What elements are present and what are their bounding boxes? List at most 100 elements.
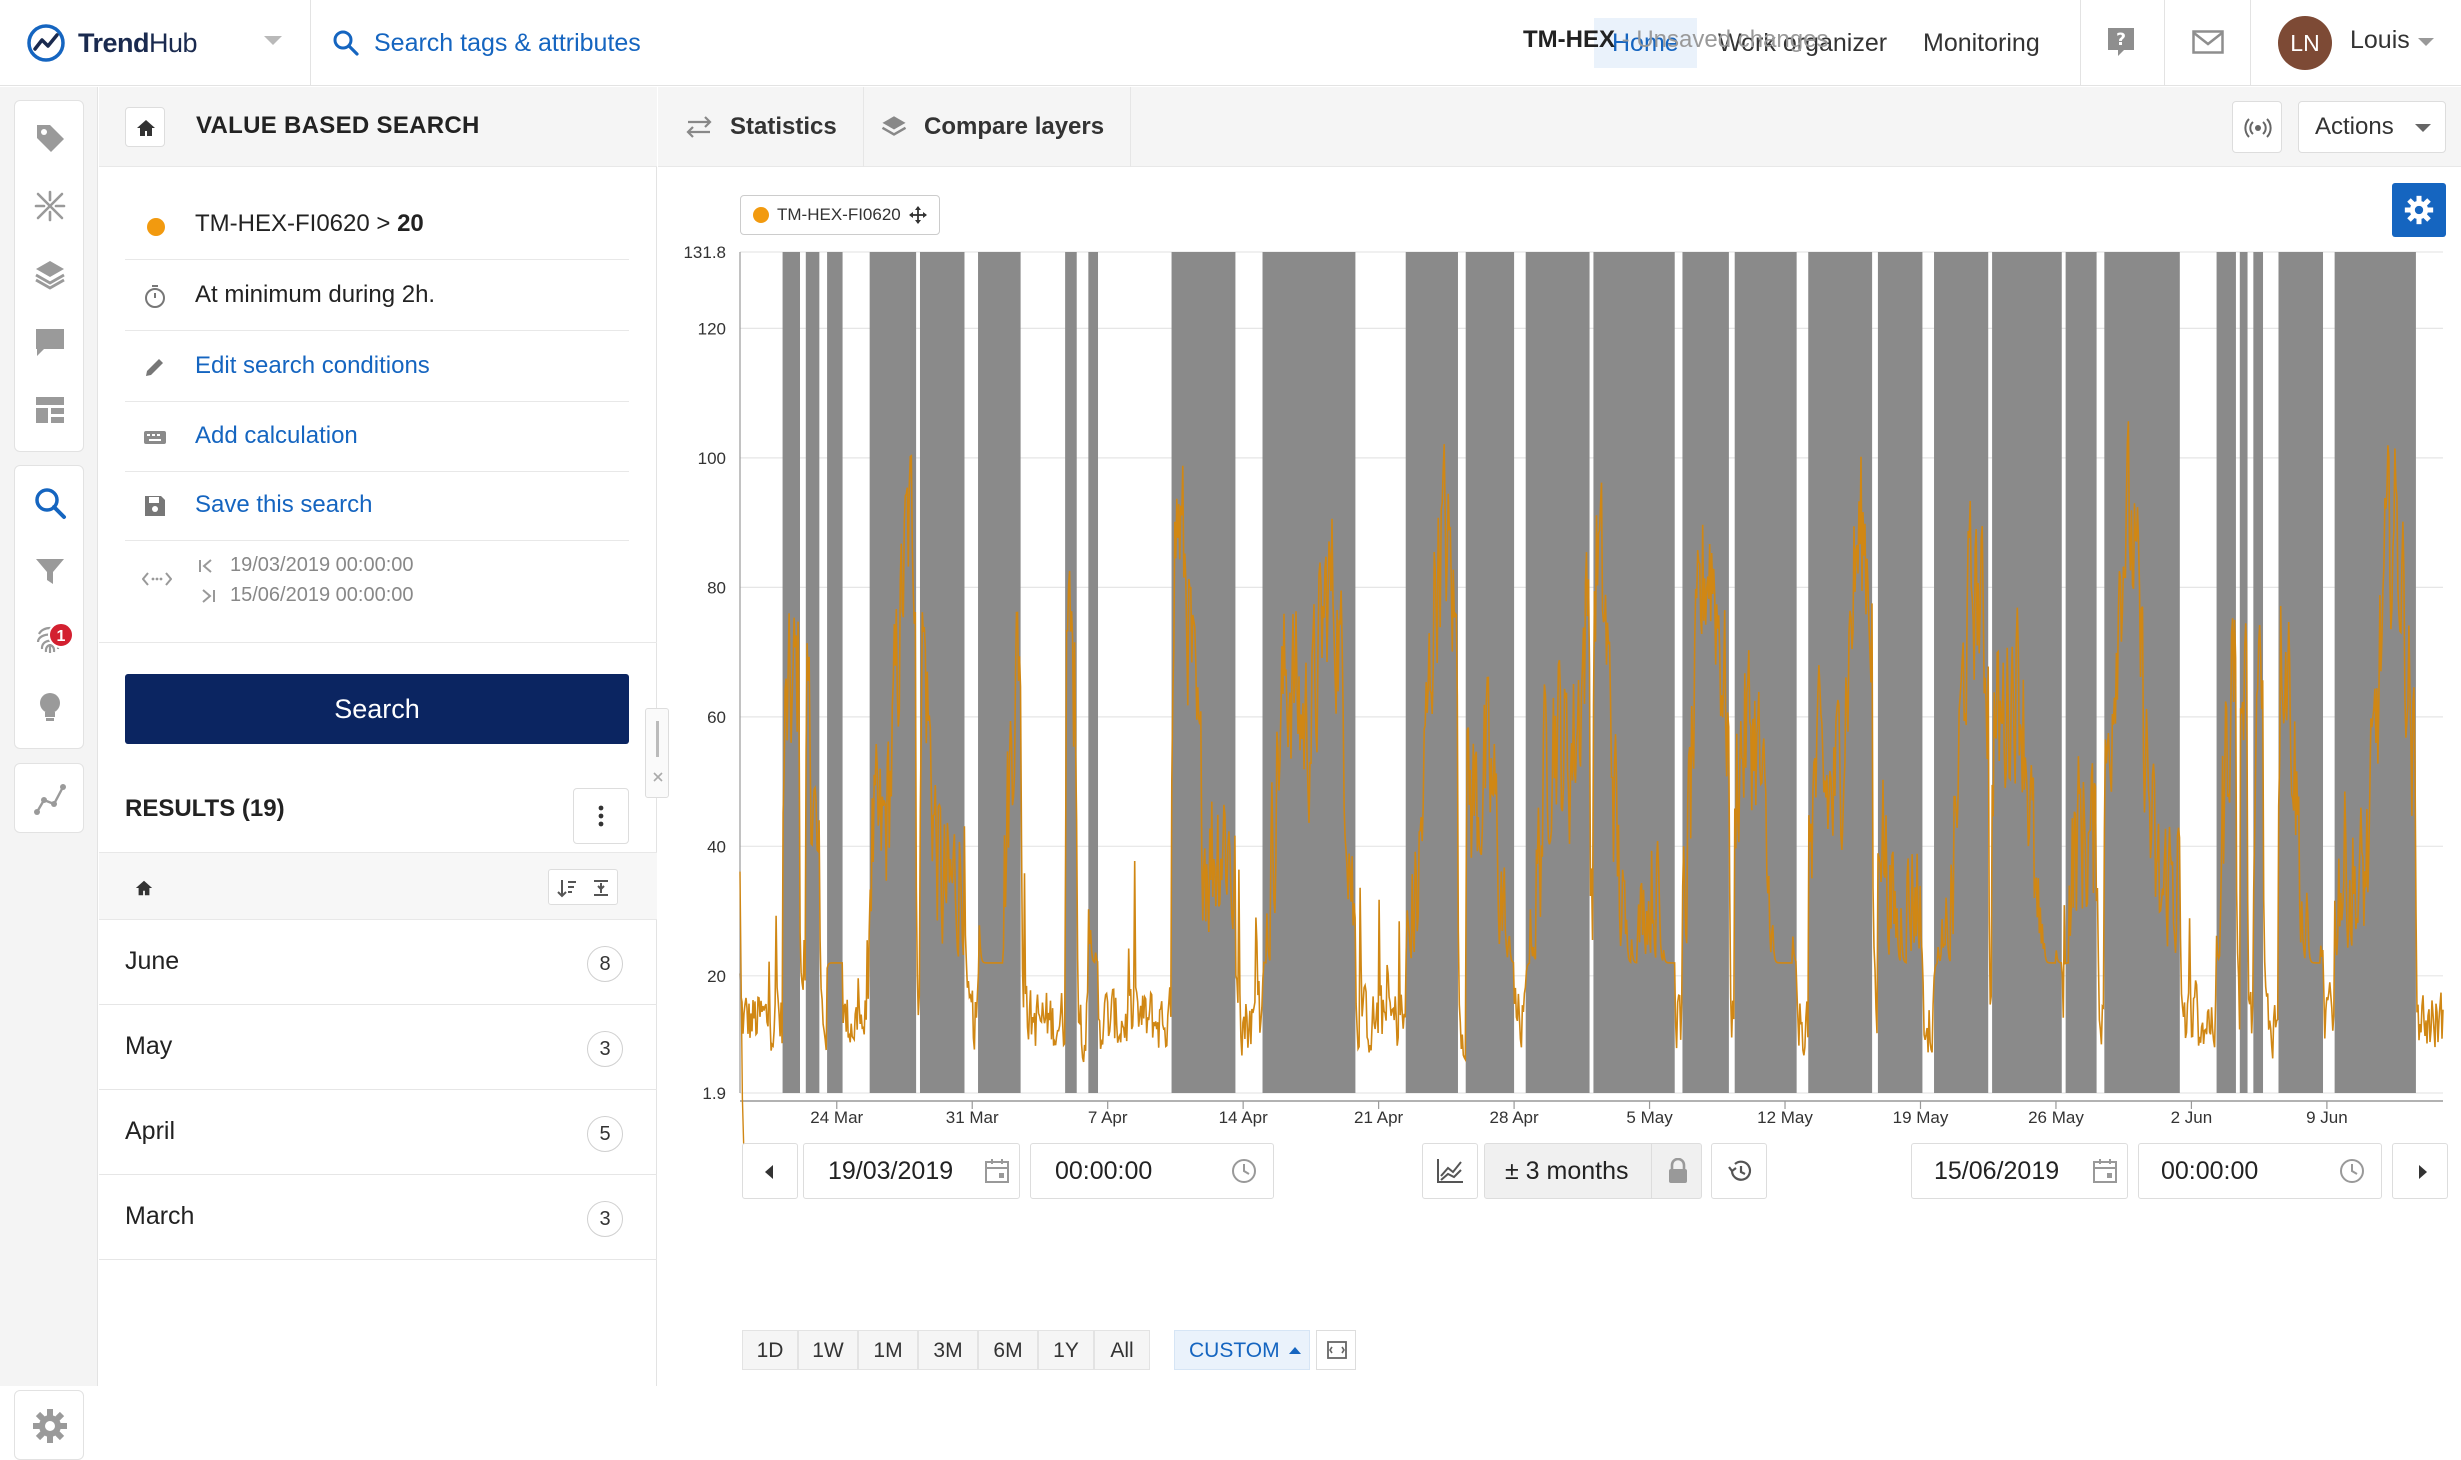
zoom-3m-button[interactable]: 3M xyxy=(918,1330,978,1370)
search-result-period xyxy=(1734,252,1797,1093)
layers-icon[interactable] xyxy=(33,257,67,291)
panel-home-button[interactable] xyxy=(125,107,165,147)
trend-chart[interactable]: 131.8 120 100 80 60 40 20 1.9 24 Mar 31 Mar 7 Apr 1… xyxy=(658,230,2461,1150)
add-calculation-link[interactable]: Add calculation xyxy=(125,402,629,472)
statistics-button[interactable]: Statistics xyxy=(658,87,864,167)
panel-title: VALUE BASED SEARCH xyxy=(196,112,480,139)
rail-group-search xyxy=(14,465,84,749)
settings-button[interactable] xyxy=(14,1390,84,1460)
keyboard-icon xyxy=(144,431,166,444)
zoom-custom-dropdown[interactable]: CUSTOM xyxy=(1174,1330,1310,1370)
chevron-down-icon xyxy=(2415,124,2431,132)
layers-icon xyxy=(881,116,907,136)
swap-arrows-icon xyxy=(686,116,712,138)
previous-period-button[interactable] xyxy=(742,1143,798,1199)
calendar-icon[interactable] xyxy=(984,1158,1010,1184)
save-search-link[interactable]: Save this search xyxy=(125,471,629,541)
zoom-fit-button[interactable] xyxy=(1316,1330,1356,1370)
clock-icon[interactable] xyxy=(2339,1158,2365,1184)
results-menu-button[interactable] xyxy=(573,788,629,844)
tag-icon[interactable] xyxy=(33,121,67,155)
x-tick-label: 31 Mar xyxy=(946,1108,999,1127)
search-condition[interactable]: TM-HEX-FI0620 > 20 xyxy=(125,190,629,260)
zoom-1y-button[interactable]: 1Y xyxy=(1038,1330,1094,1370)
gear-icon xyxy=(2404,195,2434,225)
user-name[interactable]: Louis xyxy=(2350,26,2410,54)
start-date-input[interactable]: 19/03/2019 xyxy=(803,1143,1020,1199)
range-start-icon xyxy=(199,559,212,573)
nav-work-organizer[interactable]: Work organizer xyxy=(1718,29,1888,57)
legend-chip[interactable]: TM-HEX-FI0620 xyxy=(740,195,940,235)
compare-layers-label: Compare layers xyxy=(924,113,1105,140)
logo-icon xyxy=(27,24,65,62)
zoom-6m-button[interactable]: 6M xyxy=(978,1330,1038,1370)
move-icon[interactable] xyxy=(908,206,927,224)
next-period-button[interactable] xyxy=(2392,1143,2448,1199)
lock-icon[interactable] xyxy=(1667,1158,1689,1184)
nav-home[interactable]: Home xyxy=(1594,18,1697,68)
clock-icon[interactable] xyxy=(1231,1158,1257,1184)
zoom-1w-button[interactable]: 1W xyxy=(798,1330,858,1370)
history-button[interactable] xyxy=(1711,1143,1767,1199)
end-date-value: 15/06/2019 xyxy=(1934,1157,2060,1185)
x-tick-label: 9 Jun xyxy=(2306,1108,2348,1127)
x-tick-label: 7 Apr xyxy=(1088,1108,1128,1127)
result-group-april[interactable]: April 5 xyxy=(99,1091,657,1175)
chart-type-button[interactable] xyxy=(1422,1143,1478,1199)
value-search-icon[interactable] xyxy=(33,486,67,520)
search-button[interactable]: Search xyxy=(125,674,629,744)
panel-resize-handle[interactable] xyxy=(645,708,669,798)
sort-icon[interactable] xyxy=(557,878,577,898)
zoom-all-button[interactable]: All xyxy=(1094,1330,1150,1370)
correlation-icon[interactable] xyxy=(33,189,67,223)
app-switcher-caret-icon[interactable] xyxy=(264,36,282,45)
result-count-badge: 3 xyxy=(587,1201,623,1237)
help-icon[interactable]: ? xyxy=(2106,26,2136,58)
range-end-icon xyxy=(202,589,215,603)
zoom-1m-button[interactable]: 1M xyxy=(858,1330,918,1370)
range-selector[interactable]: ± 3 months xyxy=(1484,1143,1702,1199)
comment-icon[interactable] xyxy=(33,325,67,359)
collapse-all-icon[interactable] xyxy=(591,878,611,898)
bulb-icon[interactable] xyxy=(33,690,67,724)
duration-condition[interactable]: At minimum during 2h. xyxy=(125,261,629,331)
nav-monitoring[interactable]: Monitoring xyxy=(1923,29,2040,57)
app-logo[interactable]: TrendHub xyxy=(26,20,198,66)
search-time-range[interactable]: 19/03/2019 00:00:00 15/06/2019 00:00:00 xyxy=(125,540,629,630)
divider xyxy=(99,642,657,643)
divider xyxy=(2080,0,2081,86)
line-chart-icon xyxy=(1437,1159,1463,1183)
scatter-analysis-icon[interactable] xyxy=(33,782,67,816)
search-result-period xyxy=(1808,252,1873,1093)
x-tick-label: 2 Jun xyxy=(2171,1108,2213,1127)
condition-text: TM-HEX-FI0620 > 20 xyxy=(195,210,424,237)
dashboard-icon[interactable] xyxy=(33,393,67,427)
user-menu-caret-icon[interactable] xyxy=(2418,38,2434,46)
result-group-march[interactable]: March 3 xyxy=(99,1176,657,1260)
save-search-label: Save this search xyxy=(195,491,373,518)
mail-icon[interactable] xyxy=(2192,30,2224,54)
chart-settings-button[interactable] xyxy=(2392,183,2446,237)
zoom-1d-button[interactable]: 1D xyxy=(742,1330,798,1370)
avatar[interactable]: LN xyxy=(2278,16,2332,70)
result-group-june[interactable]: June 8 xyxy=(99,921,657,1005)
tag-search-label: Search tags & attributes xyxy=(374,28,641,57)
results-home-icon[interactable] xyxy=(135,879,153,897)
result-group-may[interactable]: May 3 xyxy=(99,1006,657,1090)
end-date-input[interactable]: 15/06/2019 xyxy=(1911,1143,2128,1199)
end-time-value: 00:00:00 xyxy=(2161,1157,2259,1185)
end-time-input[interactable]: 00:00:00 xyxy=(2138,1143,2382,1199)
live-mode-button[interactable] xyxy=(2232,101,2282,153)
result-count-badge: 5 xyxy=(587,1116,623,1152)
tag-search-button[interactable]: Search tags & attributes xyxy=(332,22,641,64)
actions-dropdown[interactable]: Actions xyxy=(2298,101,2446,153)
chevron-up-icon xyxy=(1289,1347,1301,1354)
start-time-input[interactable]: 00:00:00 xyxy=(1030,1143,1274,1199)
top-bar: TrendHub Search tags & attributes Home W… xyxy=(0,0,2461,86)
filter-icon[interactable] xyxy=(33,554,67,588)
calendar-icon[interactable] xyxy=(2092,1158,2118,1184)
edit-search-conditions-link[interactable]: Edit search conditions xyxy=(125,332,629,402)
compare-layers-button[interactable]: Compare layers xyxy=(854,87,1132,167)
close-icon[interactable] xyxy=(652,771,664,783)
gear-icon xyxy=(33,1409,67,1443)
